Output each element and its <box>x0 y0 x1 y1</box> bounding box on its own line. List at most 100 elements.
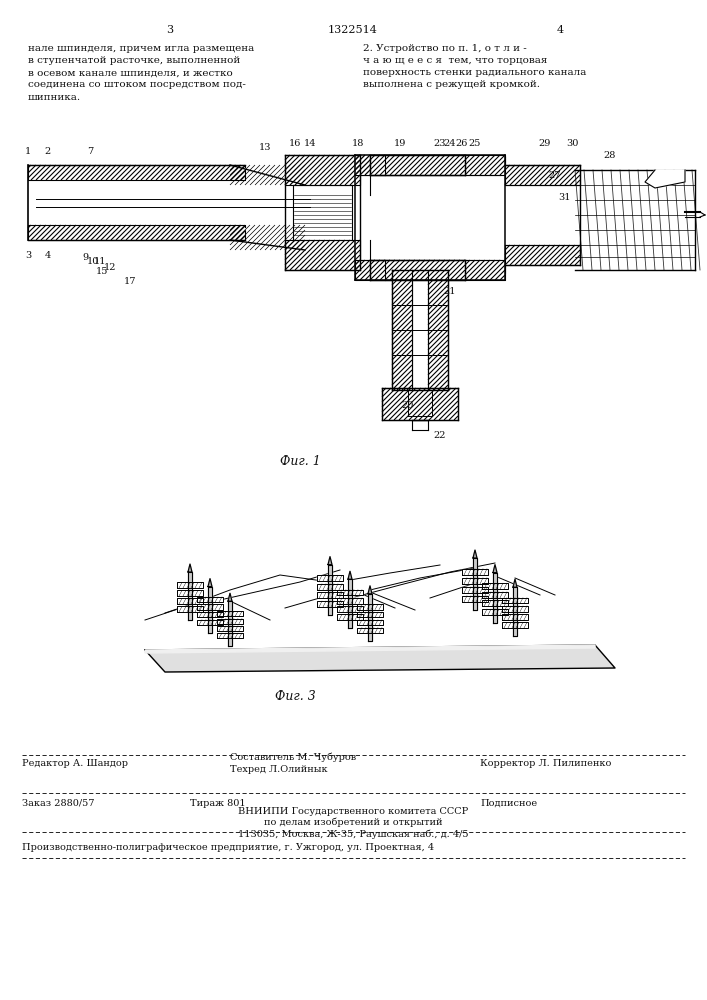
Text: Подписное: Подписное <box>480 798 537 808</box>
Polygon shape <box>28 165 245 180</box>
Polygon shape <box>197 620 223 625</box>
Polygon shape <box>285 155 360 185</box>
Polygon shape <box>493 565 497 573</box>
Polygon shape <box>357 620 383 625</box>
Text: 14: 14 <box>304 139 316 148</box>
Polygon shape <box>228 601 232 646</box>
Polygon shape <box>428 270 448 390</box>
Text: 4: 4 <box>556 25 563 35</box>
Text: 13: 13 <box>259 143 271 152</box>
Polygon shape <box>197 597 223 602</box>
Polygon shape <box>188 564 192 572</box>
Polygon shape <box>355 260 505 280</box>
Text: 1: 1 <box>25 147 31 156</box>
Polygon shape <box>337 590 363 595</box>
Text: 3: 3 <box>166 25 173 35</box>
Polygon shape <box>145 645 595 653</box>
Text: 9: 9 <box>82 253 88 262</box>
Polygon shape <box>462 578 488 584</box>
Text: Производственно-полиграфическое предприятие, г. Ужгород, ул. Проектная, 4: Производственно-полиграфическое предприя… <box>22 844 434 852</box>
Polygon shape <box>370 155 465 175</box>
Polygon shape <box>462 587 488 593</box>
Polygon shape <box>482 592 508 598</box>
Text: 27: 27 <box>549 170 561 180</box>
Polygon shape <box>392 270 412 390</box>
Polygon shape <box>177 582 203 588</box>
Text: 7: 7 <box>87 147 93 156</box>
Polygon shape <box>355 155 505 175</box>
Text: 31: 31 <box>559 194 571 202</box>
Text: Редактор А. Шандор: Редактор А. Шандор <box>22 758 128 768</box>
Polygon shape <box>145 645 615 672</box>
Polygon shape <box>177 606 203 612</box>
Polygon shape <box>197 612 223 617</box>
Polygon shape <box>462 596 488 602</box>
Polygon shape <box>317 601 343 607</box>
Polygon shape <box>505 245 580 265</box>
Text: 113035, Москва, Ж-35, Раушская наб., д. 4/5: 113035, Москва, Ж-35, Раушская наб., д. … <box>238 829 468 839</box>
Text: 28: 28 <box>604 150 617 159</box>
Polygon shape <box>337 614 363 620</box>
Polygon shape <box>462 569 488 575</box>
Polygon shape <box>348 579 352 628</box>
Polygon shape <box>217 611 243 616</box>
Polygon shape <box>368 594 372 641</box>
Text: Корректор Л. Пилипенко: Корректор Л. Пилипенко <box>480 758 612 768</box>
Polygon shape <box>482 583 508 589</box>
Polygon shape <box>317 592 343 598</box>
Polygon shape <box>337 598 363 604</box>
Polygon shape <box>502 598 528 603</box>
Text: 26: 26 <box>456 139 468 148</box>
Polygon shape <box>328 565 332 615</box>
Polygon shape <box>230 225 305 250</box>
Polygon shape <box>28 225 245 240</box>
Text: Составитель М. Чубуров: Составитель М. Чубуров <box>230 752 356 762</box>
Polygon shape <box>217 619 243 624</box>
Polygon shape <box>473 550 477 558</box>
Text: Фиг. 1: Фиг. 1 <box>280 455 320 468</box>
Polygon shape <box>357 628 383 633</box>
Text: Фиг. 3: Фиг. 3 <box>274 690 315 703</box>
Polygon shape <box>217 633 243 638</box>
Text: 2: 2 <box>45 147 51 156</box>
Text: ВНИИПИ Государственного комитета СССР: ВНИИПИ Государственного комитета СССР <box>238 808 468 816</box>
Polygon shape <box>197 604 223 610</box>
Polygon shape <box>370 260 465 280</box>
Text: 16: 16 <box>289 139 301 148</box>
Polygon shape <box>317 575 343 581</box>
Polygon shape <box>357 612 383 617</box>
Text: 20: 20 <box>402 400 414 410</box>
Polygon shape <box>645 170 685 188</box>
Polygon shape <box>482 609 508 615</box>
Polygon shape <box>177 598 203 604</box>
Text: Тираж 801: Тираж 801 <box>190 798 245 808</box>
Text: 2. Устройство по п. 1, о т л и -
ч а ю щ е е с я  тем, что торцовая
поверхность : 2. Устройство по п. 1, о т л и - ч а ю щ… <box>363 44 586 89</box>
Text: 17: 17 <box>124 277 136 286</box>
Polygon shape <box>285 240 360 270</box>
Polygon shape <box>368 586 372 594</box>
Polygon shape <box>337 606 363 612</box>
Polygon shape <box>505 165 580 185</box>
Polygon shape <box>208 587 212 633</box>
Text: 29: 29 <box>539 139 551 148</box>
Polygon shape <box>355 155 385 175</box>
Text: Заказ 2880/57: Заказ 2880/57 <box>22 798 95 808</box>
Text: 3: 3 <box>25 250 31 259</box>
Polygon shape <box>513 587 517 636</box>
Polygon shape <box>317 584 343 590</box>
Text: 23: 23 <box>434 139 446 148</box>
Polygon shape <box>382 388 458 420</box>
Polygon shape <box>188 572 192 620</box>
Text: Техред Л.Олийнык: Техред Л.Олийнык <box>230 764 327 774</box>
Text: 19: 19 <box>394 139 407 148</box>
Text: 10: 10 <box>87 257 99 266</box>
Text: 12: 12 <box>104 263 116 272</box>
Polygon shape <box>357 604 383 610</box>
Polygon shape <box>177 590 203 596</box>
Polygon shape <box>502 606 528 612</box>
Text: 22: 22 <box>434 430 446 440</box>
Polygon shape <box>348 571 352 579</box>
Polygon shape <box>208 579 212 587</box>
Text: 11: 11 <box>94 257 106 266</box>
Text: 25: 25 <box>469 139 481 148</box>
